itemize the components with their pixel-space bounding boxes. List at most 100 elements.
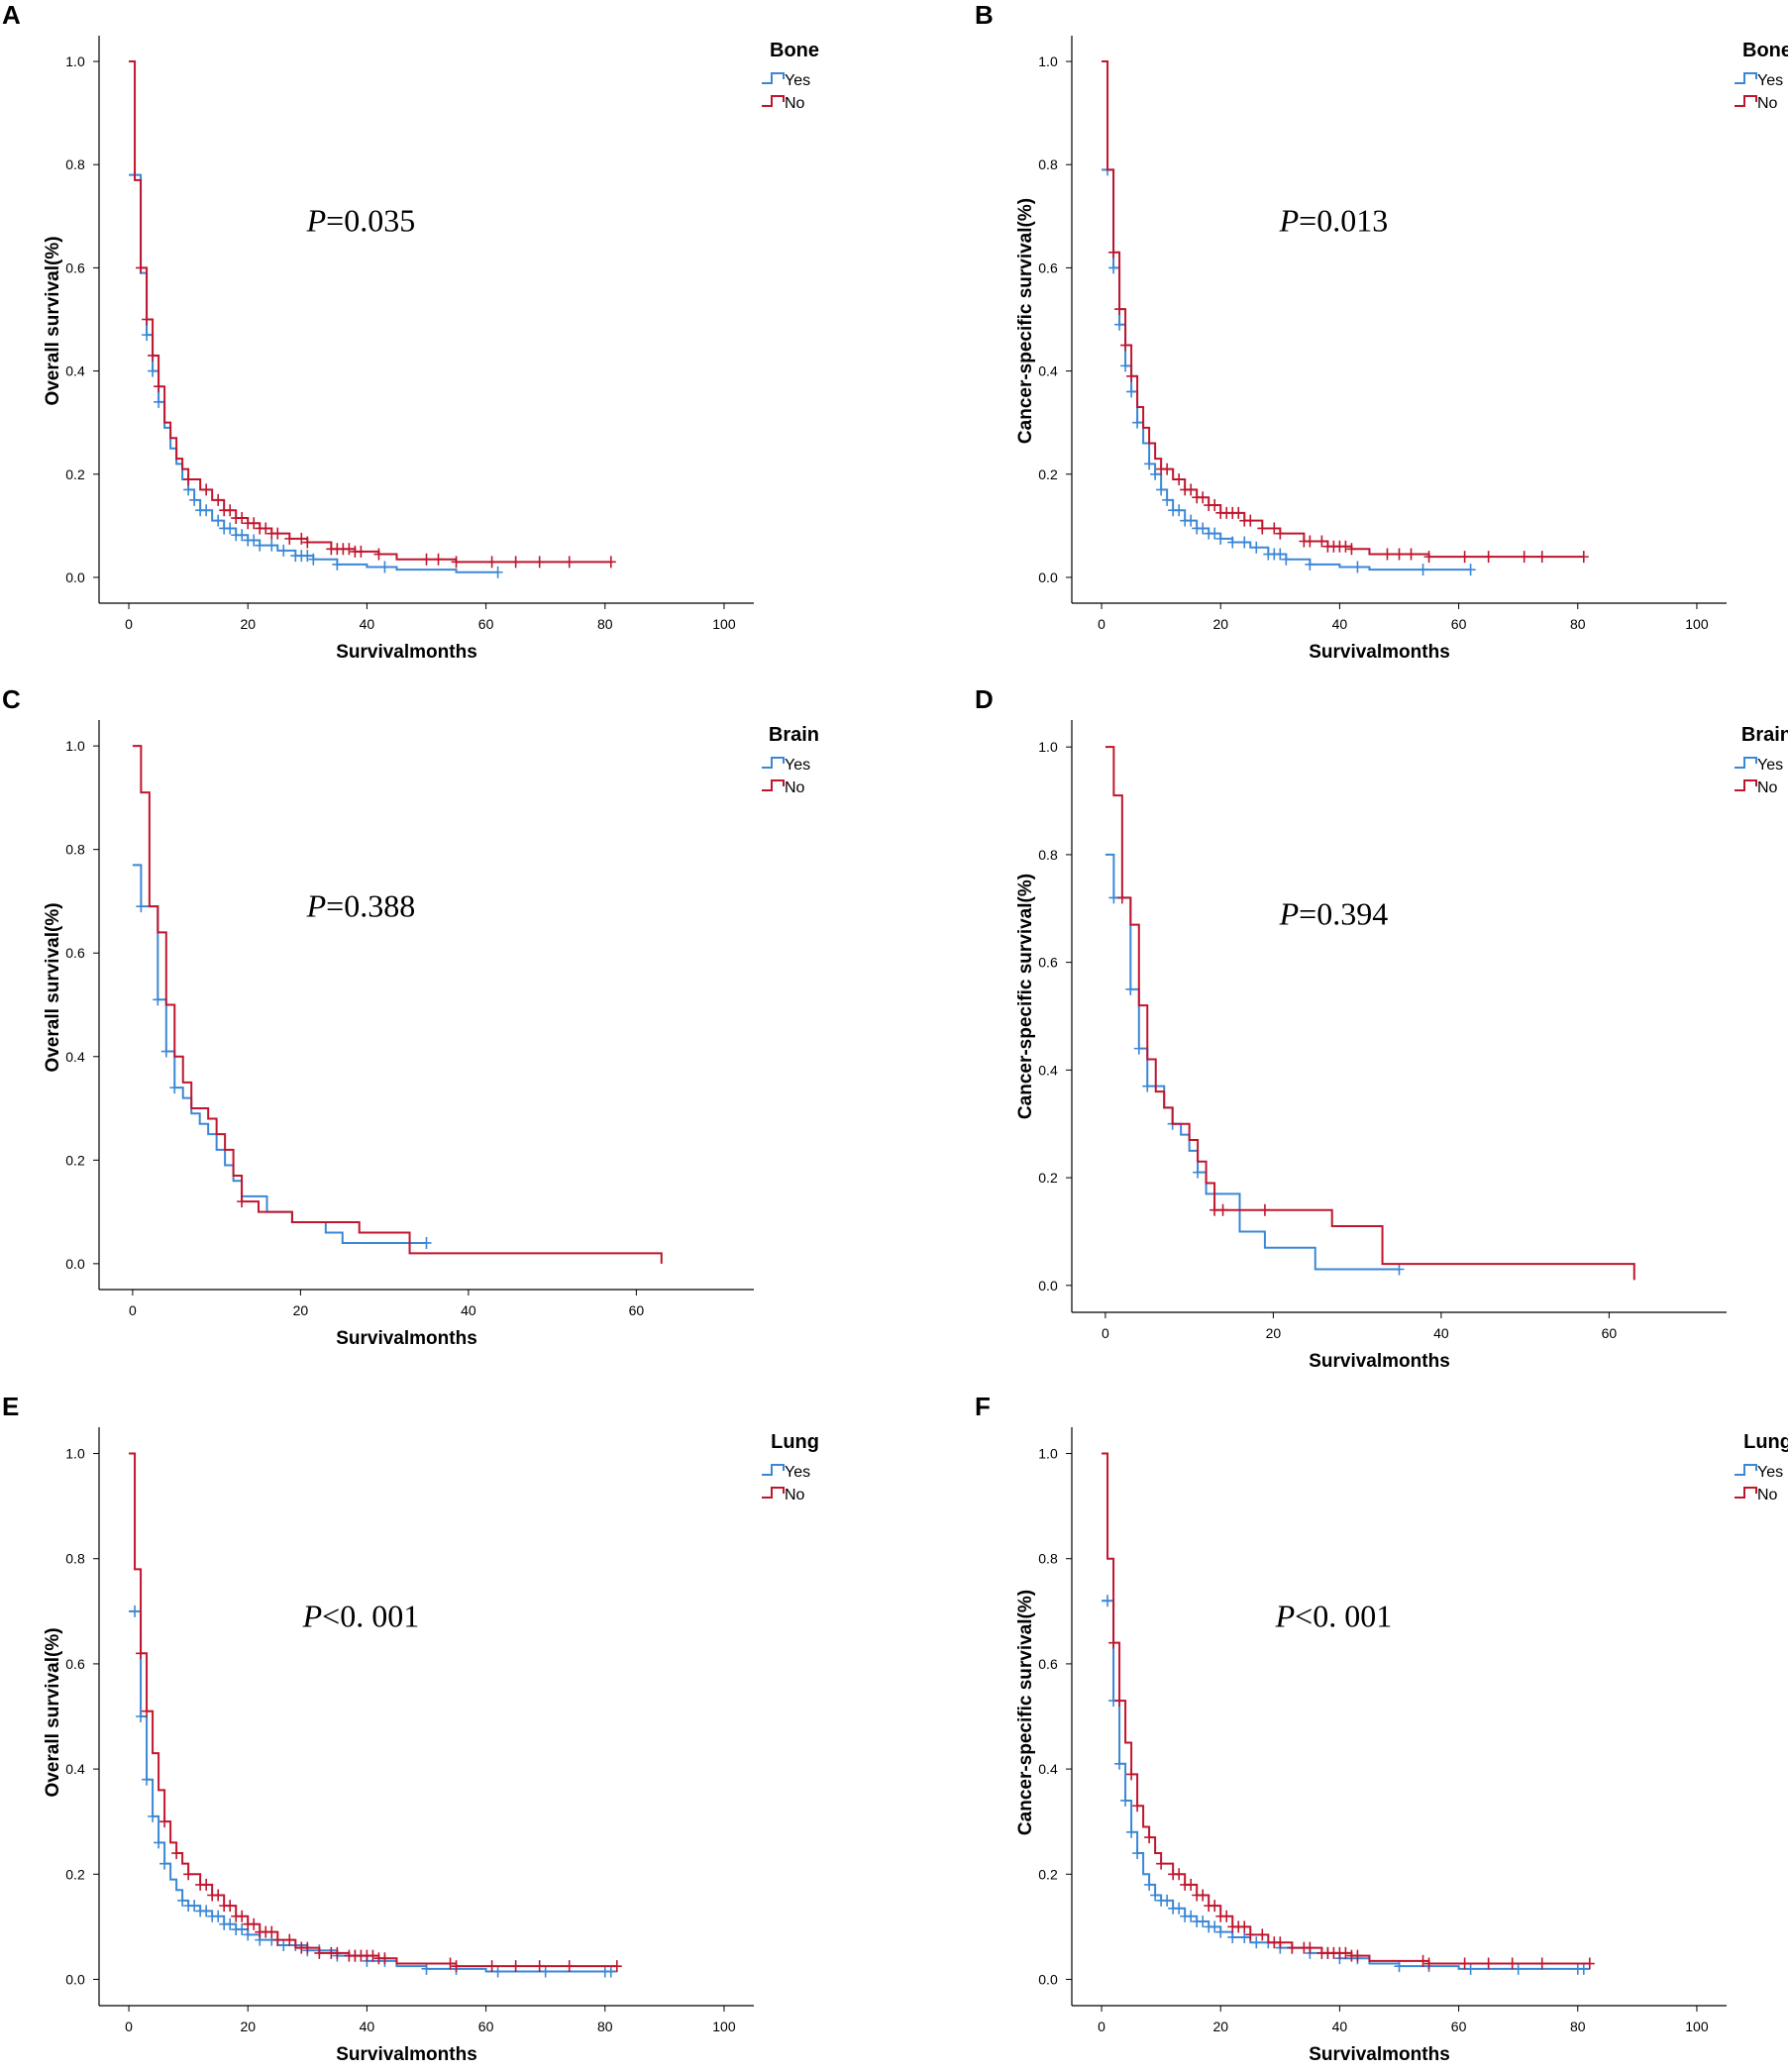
censor-mark-no <box>237 512 247 524</box>
censor-mark-yes <box>243 1928 253 1940</box>
km-curve-no <box>129 61 611 562</box>
censor-mark-no <box>1108 1637 1118 1649</box>
y-tick-label: 1.0 <box>1038 1446 1058 1462</box>
x-tick-label: 100 <box>1685 2019 1709 2034</box>
censor-mark-yes <box>130 1606 140 1617</box>
legend-swatch-no <box>762 780 784 790</box>
legend-label-no: No <box>1757 95 1778 112</box>
censor-mark-no <box>487 556 497 568</box>
censor-mark-yes <box>1251 542 1261 554</box>
censor-mark-no <box>136 1647 146 1659</box>
censor-mark-no <box>1257 522 1267 534</box>
censor-mark-no <box>1305 1942 1315 1954</box>
censor-mark-yes <box>201 1905 211 1917</box>
censor-mark-yes <box>1579 1963 1589 1975</box>
censor-mark-no <box>368 1950 377 1962</box>
censor-mark-no <box>1316 535 1326 547</box>
x-tick-label: 40 <box>1433 1325 1449 1341</box>
censor-mark-no <box>1424 551 1434 563</box>
censor-mark-yes <box>237 1923 247 1935</box>
legend-swatch-yes <box>762 73 784 83</box>
censor-mark-yes <box>159 1858 169 1870</box>
y-tick-label: 0.8 <box>65 842 85 858</box>
y-tick-label: 1.0 <box>65 738 85 754</box>
km-curve-yes <box>1102 1601 1590 1969</box>
x-tick-label: 0 <box>1098 616 1105 632</box>
censor-mark-yes <box>422 1237 432 1249</box>
censor-mark-no <box>356 546 366 558</box>
censor-mark-yes <box>1215 533 1225 545</box>
censor-mark-yes <box>1132 1847 1142 1859</box>
panel-letter: D <box>975 684 994 714</box>
y-tick-label: 0.4 <box>1038 1062 1058 1078</box>
p-value-symbol: P <box>306 887 327 923</box>
y-axis-title: Cancer-specific survival(%) <box>1015 1590 1036 1835</box>
censor-mark-no <box>1210 1900 1219 1912</box>
censor-mark-yes <box>1514 1963 1524 1975</box>
legend-label-yes: Yes <box>1757 72 1783 89</box>
p-value-symbol: P <box>1275 1598 1296 1633</box>
x-axis-title: Survivalmonths <box>1309 2044 1450 2065</box>
censor-mark-no <box>171 1847 181 1859</box>
x-tick-label: 20 <box>1212 616 1228 632</box>
censor-mark-yes <box>1186 515 1196 527</box>
censor-mark-no <box>446 1958 456 1970</box>
legend-title: Bone <box>770 40 819 61</box>
censor-mark-yes <box>1251 1936 1261 1948</box>
x-tick-label: 40 <box>1332 2019 1348 2034</box>
y-tick-label: 0.0 <box>65 1971 85 1987</box>
p-value-symbol: P <box>306 203 327 239</box>
legend-swatch-no <box>1735 1488 1756 1498</box>
censor-mark-no <box>344 543 354 555</box>
censor-mark-no <box>1305 535 1315 547</box>
x-tick-label: 100 <box>712 2019 736 2034</box>
km-curve-no <box>1102 61 1584 557</box>
censor-mark-yes <box>1144 458 1154 469</box>
y-tick-label: 1.0 <box>1038 53 1058 69</box>
x-tick-label: 80 <box>597 616 613 632</box>
y-axis-title: Cancer-specific survival(%) <box>1015 198 1036 444</box>
censor-mark-yes <box>1281 554 1291 566</box>
y-tick-label: 0.0 <box>65 570 85 585</box>
legend-label-yes: Yes <box>785 1464 810 1481</box>
p-value-symbol: P <box>1279 203 1300 239</box>
censor-mark-yes <box>169 1082 179 1093</box>
legend-swatch-no <box>762 1488 784 1498</box>
censor-mark-no <box>379 1952 389 1964</box>
censor-mark-yes <box>183 483 193 495</box>
censor-mark-no <box>1419 1955 1428 1967</box>
legend-label-no: No <box>1757 779 1778 796</box>
censor-mark-yes <box>1108 261 1118 273</box>
censor-mark-yes <box>278 1939 288 1951</box>
censor-mark-no <box>314 1947 324 1959</box>
y-tick-label: 0.2 <box>65 466 85 482</box>
censor-mark-yes <box>1142 1081 1152 1092</box>
legend-swatch-yes <box>1735 758 1756 768</box>
censor-mark-no <box>1233 507 1243 519</box>
censor-mark-yes <box>1215 1926 1225 1938</box>
censor-mark-yes <box>1114 319 1124 331</box>
censor-mark-yes <box>1395 1264 1405 1276</box>
censor-mark-yes <box>255 540 264 552</box>
censor-mark-no <box>272 528 282 540</box>
legend-label-no: No <box>1757 1487 1778 1503</box>
censor-mark-yes <box>1120 1795 1130 1807</box>
censor-mark-yes <box>249 534 259 546</box>
x-tick-label: 80 <box>597 2019 613 2034</box>
legend-title: Lung <box>771 1431 819 1453</box>
legend-title: Brain <box>769 724 819 746</box>
y-tick-label: 0.4 <box>1038 1761 1058 1777</box>
censor-mark-yes <box>1305 559 1315 570</box>
panel-f: F0.00.20.40.60.81.00 20 40 60 80 100Cancer-sp… <box>975 1392 1788 2065</box>
censor-mark-yes <box>1395 1960 1405 1972</box>
y-tick-label: 0.6 <box>65 1656 85 1672</box>
p-value: P=0.013 <box>1279 203 1389 239</box>
legend-swatch-yes <box>1735 73 1756 83</box>
y-tick-label: 0.2 <box>1038 466 1058 482</box>
y-tick-label: 0.2 <box>65 1866 85 1882</box>
censor-mark-no <box>249 1918 259 1930</box>
y-tick-label: 0.8 <box>65 156 85 172</box>
censor-mark-no <box>1424 1958 1434 1970</box>
km-curve-no <box>1105 747 1634 1280</box>
km-curve-no <box>1102 1454 1590 1964</box>
